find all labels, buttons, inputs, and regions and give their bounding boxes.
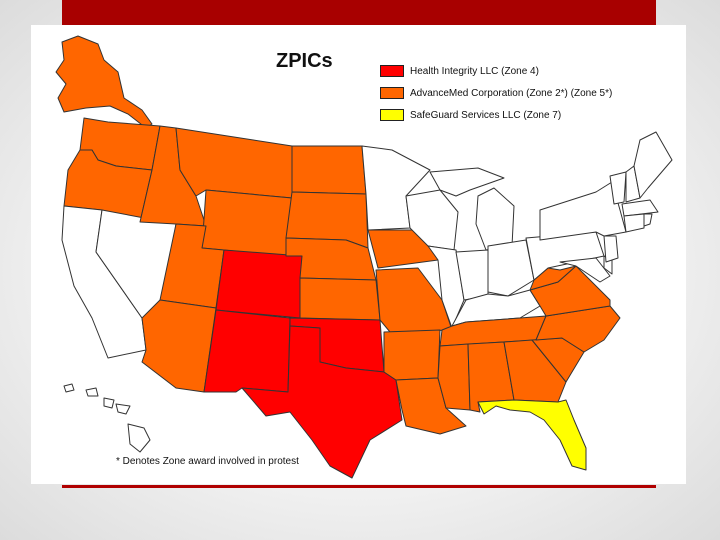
state-arkansas (383, 329, 441, 381)
legend-swatch-red (380, 65, 404, 77)
state-georgia (503, 339, 567, 403)
legend: Health Integrity LLC (Zone 4) AdvanceMed… (380, 60, 680, 126)
state-rhode-island (643, 213, 653, 227)
legend-label: AdvanceMed Corporation (Zone 2*) (Zone 5… (410, 87, 613, 99)
protest-footnote: * Denotes Zone award involved in protest (116, 456, 299, 467)
state-wyoming (201, 189, 293, 257)
state-connecticut (623, 213, 645, 233)
legend-swatch-yellow (380, 109, 404, 121)
state-north-dakota (291, 145, 367, 195)
state-massachusetts (621, 199, 659, 217)
state-new-jersey (603, 235, 619, 263)
legend-swatch-orange (380, 87, 404, 99)
state-florida (477, 399, 587, 471)
state-arizona (141, 299, 217, 393)
legend-label: Health Integrity LLC (Zone 4) (410, 65, 539, 77)
state-montana (175, 127, 293, 199)
state-mississippi (437, 343, 471, 411)
state-new-mexico (203, 309, 291, 393)
state-ohio (487, 239, 535, 297)
legend-item-health-integrity: Health Integrity LLC (Zone 4) (380, 60, 680, 82)
legend-item-advancemed: AdvanceMed Corporation (Zone 2*) (Zone 5… (380, 82, 680, 104)
state-texas (241, 325, 403, 479)
state-hawaii (63, 383, 151, 453)
slide-footer-line (62, 485, 656, 488)
state-maryland (559, 257, 611, 283)
state-vermont (609, 171, 627, 205)
state-maine (633, 131, 673, 199)
state-kansas (299, 277, 381, 321)
legend-label: SafeGuard Services LLC (Zone 7) (410, 109, 562, 121)
slide-header-bar (62, 0, 656, 25)
legend-item-safeguard: SafeGuard Services LLC (Zone 7) (380, 104, 680, 126)
map-title: ZPICs (276, 50, 333, 72)
state-alaska (55, 35, 153, 129)
state-colorado (215, 249, 303, 319)
